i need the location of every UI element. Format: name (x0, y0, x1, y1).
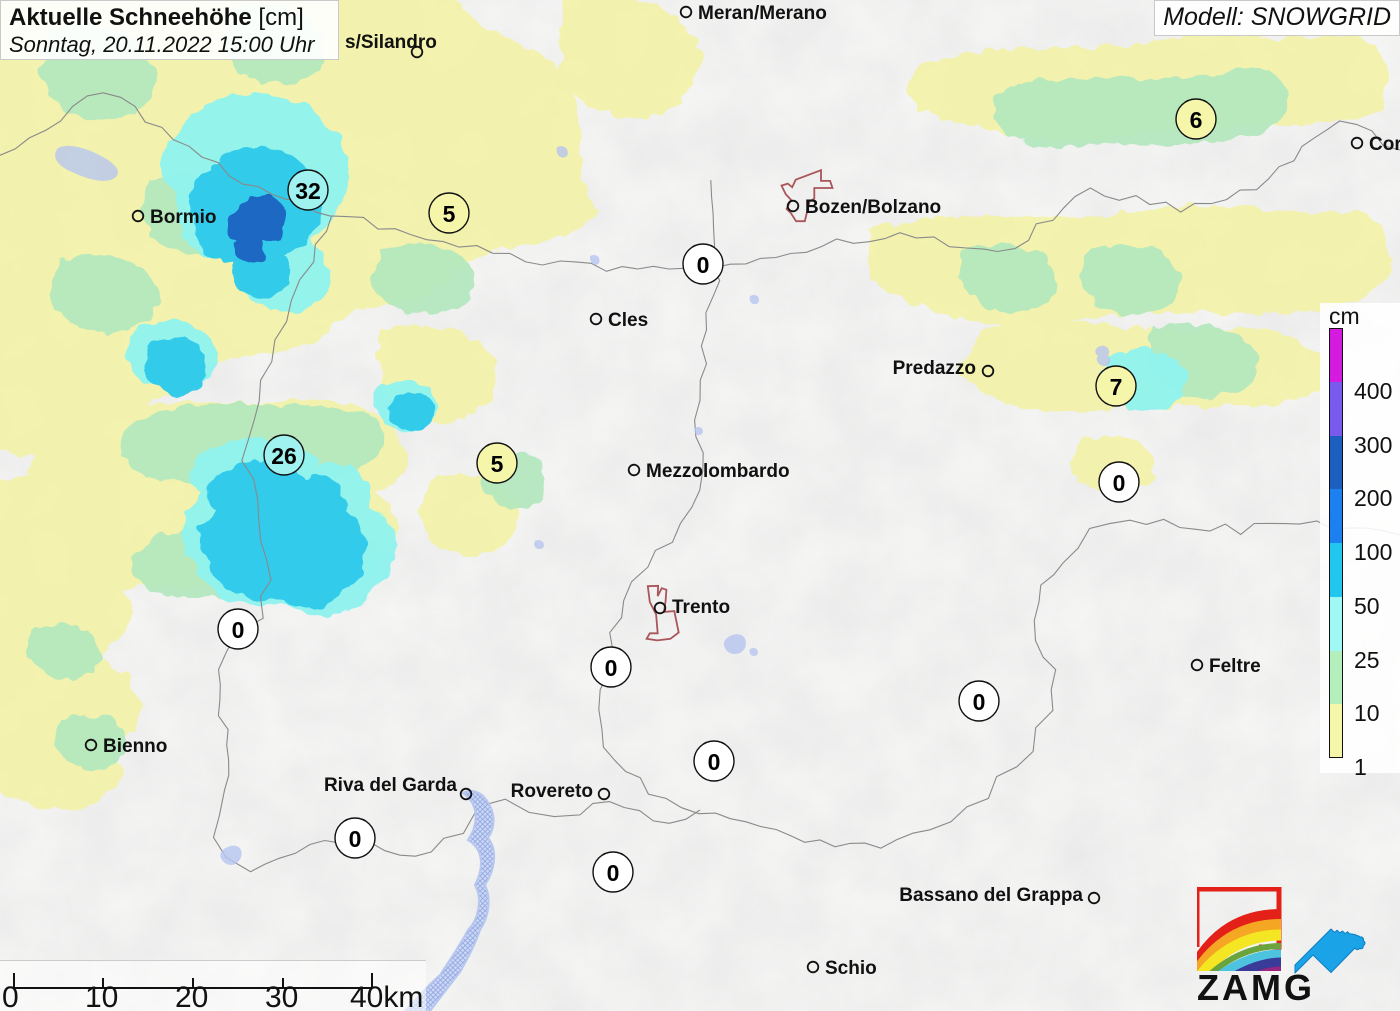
svg-text:Feltre: Feltre (1209, 656, 1261, 677)
svg-text:Predazzo: Predazzo (893, 358, 976, 379)
svg-text:s/Silandro: s/Silandro (345, 32, 437, 53)
svg-text:Schio: Schio (825, 958, 877, 979)
svg-text:Rovereto: Rovereto (511, 781, 593, 802)
svg-text:0: 0 (349, 826, 362, 852)
svg-text:5: 5 (443, 201, 456, 227)
svg-text:6: 6 (1190, 107, 1203, 133)
svg-text:0: 0 (1113, 470, 1126, 496)
svg-text:Bormio: Bormio (150, 207, 217, 228)
svg-text:Bienno: Bienno (103, 736, 167, 757)
svg-text:0: 0 (697, 252, 710, 278)
svg-text:0: 0 (232, 617, 245, 643)
svg-text:Bassano del Grappa: Bassano del Grappa (899, 885, 1083, 906)
svg-text:Trento: Trento (672, 597, 730, 618)
svg-text:Meran/Merano: Meran/Merano (698, 3, 827, 24)
svg-text:32: 32 (295, 178, 321, 204)
svg-text:Bozen/Bolzano: Bozen/Bolzano (805, 197, 941, 218)
svg-text:Cortina: Cortina (1369, 134, 1400, 155)
svg-text:5: 5 (491, 451, 504, 477)
svg-text:0: 0 (708, 749, 721, 775)
svg-text:7: 7 (1110, 374, 1123, 400)
svg-text:Cles: Cles (608, 310, 648, 331)
svg-text:Riva del Garda: Riva del Garda (324, 775, 457, 796)
svg-text:0: 0 (605, 655, 618, 681)
svg-text:26: 26 (271, 443, 297, 469)
svg-text:Mezzolombardo: Mezzolombardo (646, 461, 790, 482)
svg-text:ZAMG: ZAMG (1197, 967, 1315, 1005)
svg-text:0: 0 (973, 689, 986, 715)
svg-text:0: 0 (607, 860, 620, 886)
